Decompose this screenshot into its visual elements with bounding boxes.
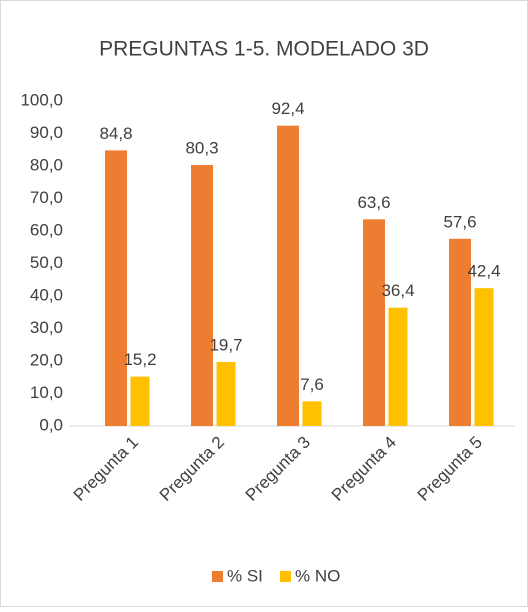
y-tick-label: 30,0	[30, 318, 63, 337]
bar	[191, 165, 213, 426]
legend-label: % NO	[295, 566, 340, 585]
legend-swatch	[212, 571, 223, 582]
y-tick-label: 60,0	[30, 220, 63, 239]
legend-swatch	[280, 571, 291, 582]
bar	[130, 376, 150, 426]
value-label: 80,3	[185, 139, 218, 158]
chart-title: PREGUNTAS 1-5. MODELADO 3D	[99, 38, 429, 61]
value-label: 7,6	[300, 375, 324, 394]
y-tick-label: 20,0	[30, 350, 63, 369]
bar	[277, 125, 299, 426]
value-label: 36,4	[381, 281, 414, 300]
value-label: 92,4	[271, 99, 304, 118]
y-tick-label: 50,0	[30, 253, 63, 272]
y-tick-label: 40,0	[30, 285, 63, 304]
value-label: 42,4	[467, 262, 500, 281]
bar	[449, 238, 471, 426]
y-tick-label: 80,0	[30, 155, 63, 174]
bar	[474, 288, 494, 426]
value-label: 84,8	[99, 124, 132, 143]
bar	[216, 361, 236, 426]
value-label: 63,6	[357, 193, 390, 212]
y-tick-label: 70,0	[30, 188, 63, 207]
bar	[363, 219, 385, 426]
value-label: 19,7	[209, 335, 242, 354]
y-tick-label: 0,0	[39, 415, 63, 434]
bar	[302, 401, 322, 426]
value-label: 57,6	[443, 212, 476, 231]
y-tick-label: 90,0	[30, 123, 63, 142]
value-label: 15,2	[123, 350, 156, 369]
y-tick-label: 10,0	[30, 383, 63, 402]
legend-label: % SI	[227, 566, 263, 585]
bar	[388, 307, 408, 426]
y-tick-label: 100,0	[20, 90, 63, 109]
bar	[105, 150, 127, 426]
